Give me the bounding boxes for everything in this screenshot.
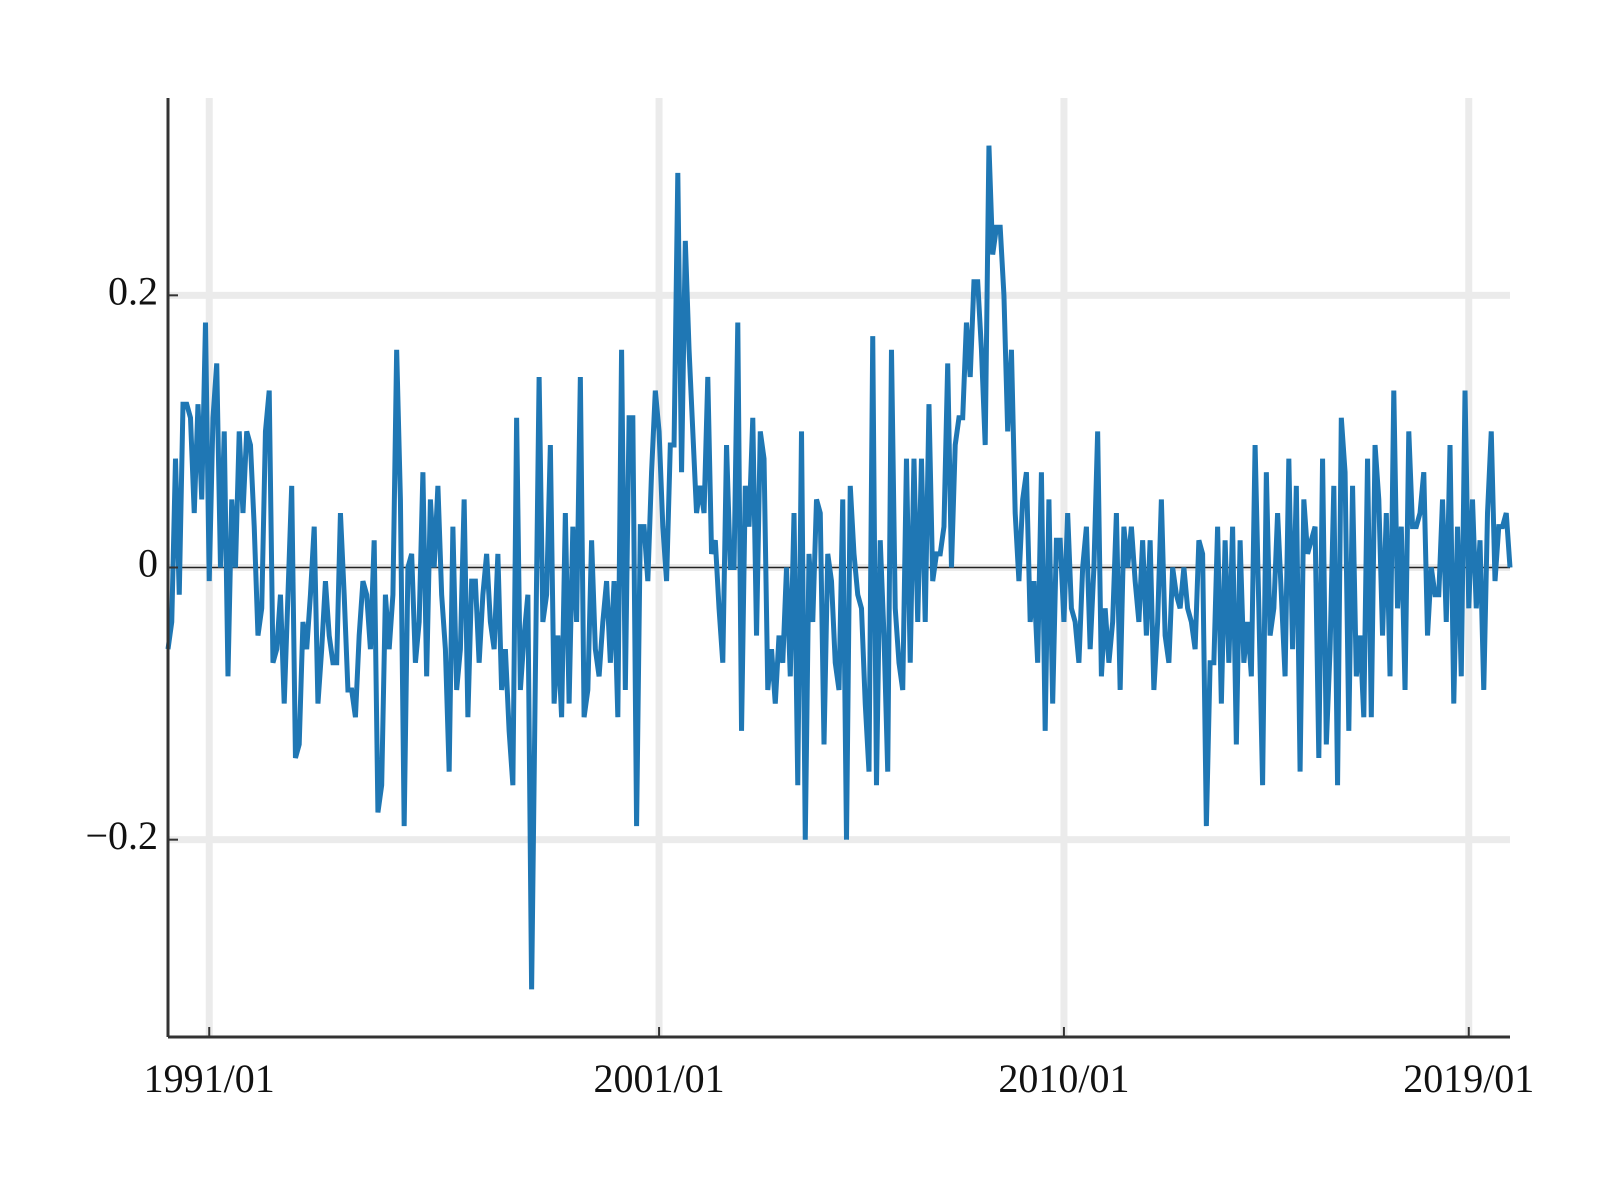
x-tick-label: 1991/01 — [144, 1056, 275, 1101]
x-tick-label: 2019/01 — [1403, 1056, 1534, 1101]
y-tick-label: 0 — [138, 541, 158, 586]
x-tick-label: 2010/01 — [998, 1056, 1129, 1101]
y-tick-label: −0.2 — [85, 813, 158, 858]
x-tick-label: 2001/01 — [594, 1056, 725, 1101]
y-tick-label: 0.2 — [108, 268, 158, 313]
data-line — [165, 145, 1513, 990]
